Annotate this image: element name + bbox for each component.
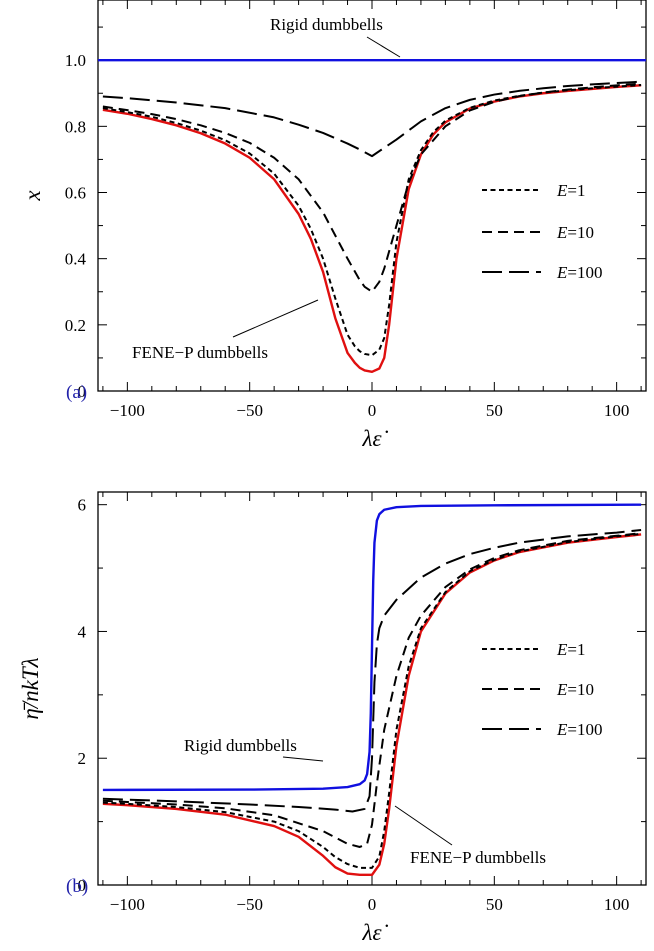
y-tick-label: 0.8 bbox=[65, 117, 86, 136]
x-tick-label: 100 bbox=[604, 401, 630, 420]
legend-label: E=100 bbox=[556, 263, 602, 282]
series-line-e1 bbox=[102, 532, 642, 869]
legend-value: =100 bbox=[567, 263, 602, 282]
panel-label: (a) bbox=[66, 382, 87, 403]
y-tick-label: 4 bbox=[78, 622, 87, 641]
panel-label: (b) bbox=[66, 876, 88, 897]
annotation-label: Rigid dumbbells bbox=[184, 736, 297, 755]
legend-var: E bbox=[556, 263, 568, 282]
annotation-leader bbox=[394, 805, 453, 846]
annotation-label: FENE−P dumbbells bbox=[410, 848, 546, 867]
legend-var: E bbox=[556, 223, 568, 242]
y-axis-title: η̄/nkTλ bbox=[18, 657, 43, 719]
x-axis-title: λε̇ bbox=[361, 920, 388, 945]
y-tick-label: 2 bbox=[78, 749, 87, 768]
series-line-rigid bbox=[102, 503, 642, 792]
legend-var: E bbox=[556, 720, 568, 739]
panel-a: −100 −50 0 50 10000.20.40.60.81.0E=1E=10E=10… bbox=[20, 0, 647, 451]
series-line-e1 bbox=[102, 83, 642, 357]
series-line-fene bbox=[102, 84, 642, 374]
series-line-fene bbox=[102, 533, 642, 877]
legend-var: E bbox=[556, 680, 568, 699]
annotation-leader bbox=[366, 36, 401, 58]
legend-label: E=10 bbox=[556, 680, 594, 699]
legend-var: E bbox=[556, 181, 568, 200]
legend-value: =10 bbox=[567, 223, 594, 242]
y-tick-label: 6 bbox=[78, 496, 87, 515]
y-tick-label: 0.6 bbox=[65, 184, 86, 203]
x-tick-label: 50 bbox=[486, 895, 503, 914]
legend-label: E=1 bbox=[556, 181, 585, 200]
annotation-leader bbox=[232, 299, 319, 338]
legend-value: =10 bbox=[567, 680, 594, 699]
legend-var: E bbox=[556, 640, 568, 659]
series-line-e100 bbox=[102, 529, 642, 813]
x-tick-label: 0 bbox=[368, 401, 377, 420]
y-tick-label: 0.2 bbox=[65, 316, 86, 335]
x-tick-label: 0 bbox=[368, 895, 377, 914]
y-tick-label: 0 bbox=[78, 382, 87, 401]
y-tick-label: 0 bbox=[78, 876, 87, 895]
x-tick-label: −100 bbox=[110, 401, 145, 420]
legend-label: E=10 bbox=[556, 223, 594, 242]
y-tick-label: 0.4 bbox=[65, 250, 87, 269]
annotation-label: FENE−P dumbbells bbox=[132, 343, 268, 362]
x-tick-label: −50 bbox=[236, 401, 263, 420]
legend-value: =1 bbox=[567, 640, 585, 659]
legend-value: =1 bbox=[567, 181, 585, 200]
annotation-label: Rigid dumbbells bbox=[270, 15, 383, 34]
x-tick-label: 100 bbox=[604, 895, 630, 914]
x-tick-label: −50 bbox=[236, 895, 263, 914]
y-tick-label: 1.0 bbox=[65, 51, 86, 70]
y-axis-title: x bbox=[20, 190, 45, 202]
series-line-e100 bbox=[102, 80, 642, 158]
x-tick-label: 50 bbox=[486, 401, 503, 420]
annotation-leader bbox=[282, 756, 324, 762]
series-line-e10 bbox=[102, 532, 642, 848]
legend-label: E=100 bbox=[556, 720, 602, 739]
legend-label: E=1 bbox=[556, 640, 585, 659]
x-tick-label: −100 bbox=[110, 895, 145, 914]
series-line-e10 bbox=[102, 82, 642, 293]
legend-value: =100 bbox=[567, 720, 602, 739]
x-axis-title: λε̇ bbox=[361, 426, 388, 451]
